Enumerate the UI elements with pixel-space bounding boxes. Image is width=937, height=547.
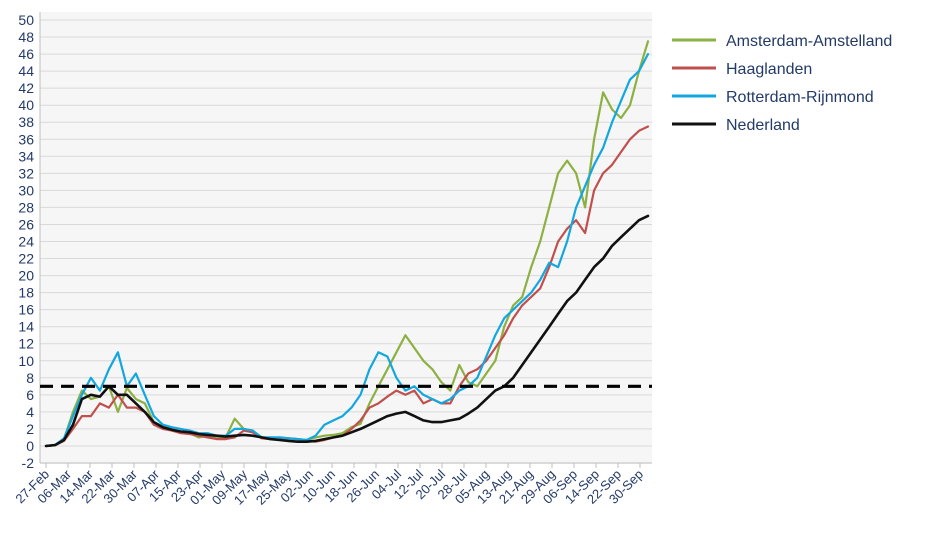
y-tick-label: 38 bbox=[18, 114, 34, 130]
series-line-nederland bbox=[44, 214, 650, 448]
legend: Amsterdam-Amstelland Haaglanden Rotterdam-… bbox=[672, 33, 892, 134]
legend-label: Haaglanden bbox=[726, 61, 812, 78]
y-tick-label: 48 bbox=[18, 29, 34, 45]
y-tick-label: 46 bbox=[18, 46, 34, 62]
y-axis: -202468101214161820222426283032343638404… bbox=[18, 12, 41, 471]
series-line-amsterdam-amstelland bbox=[44, 40, 650, 448]
y-tick-label: 44 bbox=[18, 63, 34, 79]
legend-label: Rotterdam-Rijnmond bbox=[726, 89, 874, 106]
y-tick-label: 30 bbox=[18, 182, 34, 198]
y-tick-label: 22 bbox=[18, 251, 34, 267]
y-tick-label: 24 bbox=[18, 234, 34, 250]
y-tick-label: 36 bbox=[18, 131, 34, 147]
series-line-rotterdam-rijnmond bbox=[44, 52, 650, 448]
y-tick-label: 50 bbox=[18, 12, 34, 28]
y-tick-label: 20 bbox=[18, 268, 34, 284]
y-tick-label: 18 bbox=[18, 285, 34, 301]
y-tick-label: 0 bbox=[26, 438, 34, 454]
y-tick-label: 28 bbox=[18, 199, 34, 215]
series-lines bbox=[44, 40, 650, 448]
y-tick-label: 14 bbox=[18, 319, 34, 335]
y-tick-label: 2 bbox=[26, 421, 34, 437]
x-axis: 27-Feb06-Mar14-Mar22-Mar30-Mar07-Apr15-A… bbox=[12, 462, 652, 508]
y-tick-label: 6 bbox=[26, 387, 34, 403]
legend-label: Amsterdam-Amstelland bbox=[726, 33, 892, 50]
y-tick-label: 12 bbox=[18, 336, 34, 352]
y-tick-label: 8 bbox=[26, 370, 34, 386]
y-tick-label: 10 bbox=[18, 353, 34, 369]
y-tick-label: -2 bbox=[22, 455, 35, 471]
y-tick-label: 42 bbox=[18, 80, 34, 96]
y-tick-label: 16 bbox=[18, 302, 34, 318]
y-tick-label: 32 bbox=[18, 165, 34, 181]
legend-label: Nederland bbox=[726, 117, 800, 134]
grid-lines bbox=[40, 19, 652, 464]
y-tick-label: 40 bbox=[18, 97, 34, 113]
y-tick-label: 34 bbox=[18, 148, 34, 164]
y-tick-label: 4 bbox=[26, 404, 34, 420]
y-tick-label: 26 bbox=[18, 216, 34, 232]
